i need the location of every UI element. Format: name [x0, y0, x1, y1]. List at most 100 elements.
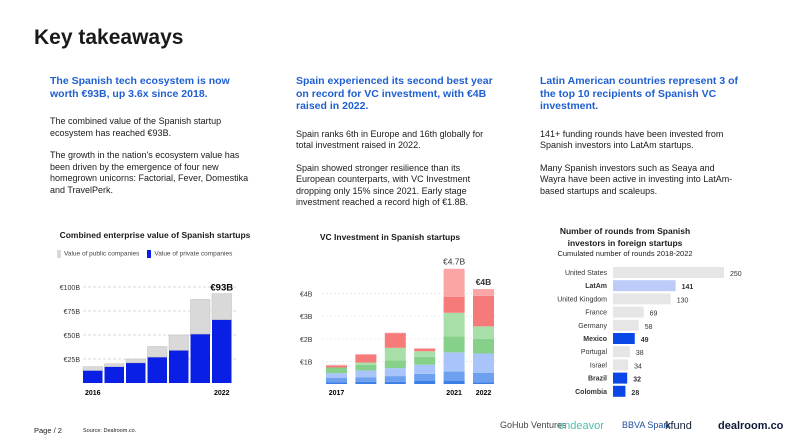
bar-latam — [613, 280, 676, 292]
bar-segment-2019-5 — [384, 333, 406, 348]
row-label: Germany — [578, 323, 607, 330]
bar-portugal — [613, 346, 630, 358]
chart3-subtitle: Cumulated number of rounds 2018-2022 — [557, 249, 693, 258]
bar-segment-2021-2 — [443, 352, 465, 372]
x-tick-label: 2022 — [214, 390, 230, 397]
value-label: 250 — [730, 271, 742, 278]
total-annotation: €4B — [476, 277, 492, 287]
x-tick-label: 2021 — [446, 390, 462, 397]
value-label: 58 — [645, 324, 653, 331]
x-tick-label: 2022 — [476, 390, 492, 397]
bar-united-states — [613, 267, 724, 278]
bar-france — [613, 306, 644, 318]
takeaway-text: Spain ranks 6th in Europe and 16th globa… — [296, 128, 484, 151]
bar-public-2019 — [147, 346, 168, 358]
bar-segment-2017-0 — [326, 382, 347, 384]
page-title: Key takeaways — [34, 26, 184, 49]
bar-segment-2020-4 — [414, 351, 436, 357]
row-label: United States — [565, 270, 608, 277]
value-label: 141 — [682, 284, 694, 291]
y-tick-label: €1B — [300, 359, 313, 366]
bar-segment-2022-6 — [473, 289, 494, 296]
bar-private-2017 — [104, 366, 124, 383]
chart1-legend: Value of public companies Value of priva… — [57, 250, 232, 258]
bar-public-2018 — [125, 358, 146, 364]
y-tick-label: €75B — [64, 309, 81, 316]
takeaway-heading: Spain experienced its second best year o… — [296, 75, 493, 112]
bar-private-2022 — [212, 319, 232, 383]
row-label: Portugal — [581, 349, 608, 356]
bar-united-kingdom — [613, 293, 671, 305]
bar-segment-2021-5 — [443, 296, 465, 313]
bar-segment-2020-5 — [414, 348, 436, 352]
value-label: 32 — [633, 377, 641, 384]
y-tick-label: €3B — [300, 314, 313, 321]
bar-public-2022 — [211, 293, 232, 320]
value-label: 130 — [677, 297, 689, 304]
y-tick-label: €50B — [64, 333, 81, 340]
takeaway-text: The growth in the nation's ecosystem val… — [50, 150, 249, 195]
legend-public: Value of public companies — [57, 250, 139, 258]
bar-segment-2017-5 — [326, 365, 347, 368]
bar-segment-2017-3 — [326, 367, 347, 374]
bar-colombia — [613, 385, 626, 397]
gohub-logo: GoHub Ventures — [500, 420, 567, 430]
bar-segment-2020-2 — [414, 364, 436, 374]
bar-private-2018 — [126, 362, 146, 383]
takeaway-text: Spain showed stronger resilience than it… — [296, 162, 471, 208]
bar-segment-2021-0 — [443, 380, 465, 384]
value-label: 69 — [650, 311, 658, 318]
row-label: Colombia — [575, 389, 607, 396]
takeaway-text: 141+ funding rounds have been invested f… — [540, 128, 724, 151]
takeaway-text: The combined value of the Spanish startu… — [50, 116, 222, 138]
y-tick-label: €2B — [300, 337, 313, 344]
bar-segment-2017-6 — [326, 364, 347, 366]
value-label: 49 — [641, 337, 649, 344]
takeaway-heading: The Spanish tech ecosystem is now worth … — [50, 75, 230, 100]
bar-segment-2019-1 — [384, 376, 406, 382]
takeaway-3: Latin American countries represent 3 of … — [540, 75, 740, 208]
x-tick-label: 2016 — [85, 390, 101, 397]
source: Source: Dealroom.co. — [83, 428, 137, 434]
value-label: 38 — [636, 350, 644, 357]
bar-segment-2017-1 — [326, 377, 347, 383]
bar-segment-2018-1 — [355, 377, 377, 382]
bar-segment-2021-6 — [443, 268, 465, 297]
bar-private-2021 — [190, 334, 210, 383]
bar-private-2016 — [83, 370, 103, 383]
row-label: United Kingdom — [557, 296, 607, 303]
chart3-title: Number of rounds from Spanish investors … — [559, 226, 691, 248]
row-label: Brazil — [588, 376, 607, 383]
bar-mexico — [613, 333, 635, 344]
bar-segment-2022-0 — [473, 382, 494, 384]
bar-segment-2020-0 — [414, 380, 436, 384]
x-tick-label: 2017 — [329, 390, 345, 397]
bar-segment-2018-4 — [355, 362, 377, 365]
bbva-logo: BBVA Spark — [622, 420, 671, 430]
chart1-title: Combined enterprise value of Spanish sta… — [59, 230, 251, 240]
dealroom-logo: dealroom.co — [718, 420, 784, 432]
bar-israel — [613, 359, 629, 371]
bar-public-2020 — [168, 334, 189, 351]
row-label: Israel — [590, 362, 608, 369]
takeaway-text: Many Spanish investors such as Seaya and… — [540, 162, 733, 196]
row-label: Mexico — [583, 336, 607, 343]
bar-private-2019 — [147, 357, 167, 383]
total-annotation: €4.7B — [443, 257, 466, 267]
bar-segment-2022-5 — [473, 295, 494, 327]
bar-segment-2020-3 — [414, 356, 436, 365]
takeaway-heading: Latin American countries represent 3 of … — [540, 75, 738, 112]
row-label: France — [585, 310, 607, 317]
bar-public-2017 — [104, 363, 125, 367]
bar-segment-2021-1 — [443, 371, 465, 381]
y-tick-label: €4B — [300, 292, 313, 299]
value-label: 28 — [631, 390, 639, 397]
bar-segment-2019-2 — [384, 368, 406, 377]
y-tick-label: €100B — [60, 285, 81, 292]
bar-segment-2020-1 — [414, 373, 436, 381]
bar-public-2021 — [190, 299, 211, 335]
bar-public-2016 — [82, 366, 103, 371]
bar-segment-2022-2 — [473, 353, 494, 373]
bar-segment-2018-0 — [355, 381, 377, 384]
